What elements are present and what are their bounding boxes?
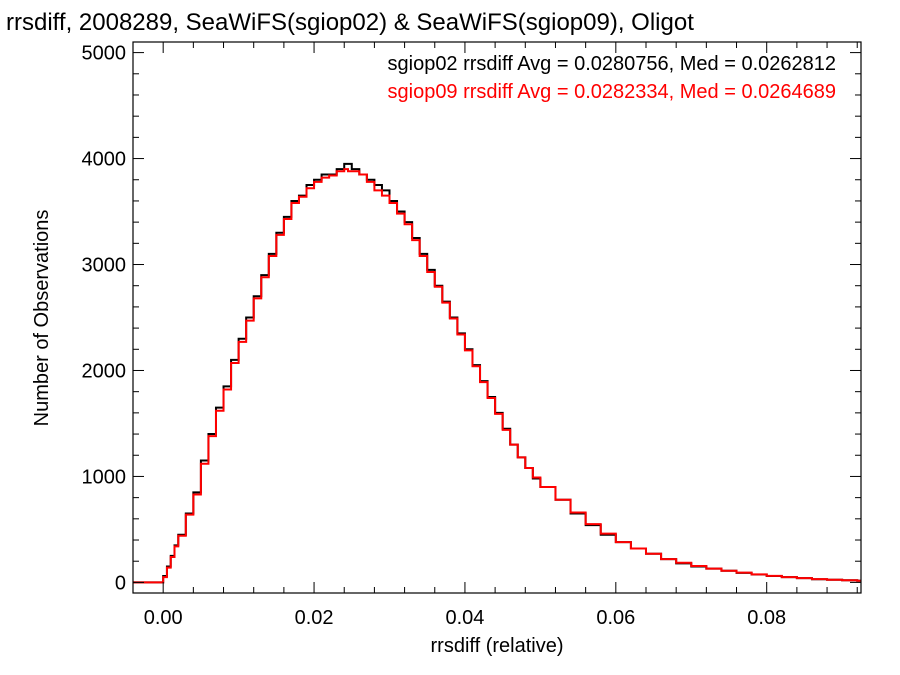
x-tick-label: 0.02 (295, 607, 334, 629)
y-tick-label: 4000 (82, 149, 127, 171)
y-tick-labels: 0 1000 2000 3000 4000 5000 (82, 43, 127, 595)
y-axis-label: Number of Observations (31, 210, 53, 427)
series-line-0 (133, 162, 861, 584)
x-tick-label: 0.06 (596, 607, 635, 629)
x-tick-label: 0.04 (445, 607, 484, 629)
series-line-1 (133, 168, 861, 584)
y-tick-label: 0 (115, 572, 126, 594)
y-tick-label: 1000 (82, 466, 127, 488)
y-tick-label: 3000 (82, 255, 127, 277)
y-tick-label: 5000 (82, 43, 127, 65)
x-axis-label: rrsdiff (relative) (431, 635, 564, 657)
plot-frame (132, 41, 862, 594)
legend-annotation-sgiop02: sgiop02 rrsdiff Avg = 0.0280756, Med = 0… (388, 53, 837, 75)
plot-series (133, 162, 861, 584)
axis-ticks (132, 42, 861, 593)
y-tick-label: 2000 (82, 360, 127, 382)
legend-annotation-sgiop09: sgiop09 rrsdiff Avg = 0.0282334, Med = 0… (388, 81, 837, 103)
x-tick-label: 0.00 (144, 607, 183, 629)
x-tick-label: 0.08 (747, 607, 786, 629)
x-tick-labels: 0.00 0.02 0.04 0.06 0.08 (144, 607, 786, 629)
chart-title: rrsdiff, 2008289, SeaWiFS(sgiop02) & Sea… (6, 9, 694, 36)
